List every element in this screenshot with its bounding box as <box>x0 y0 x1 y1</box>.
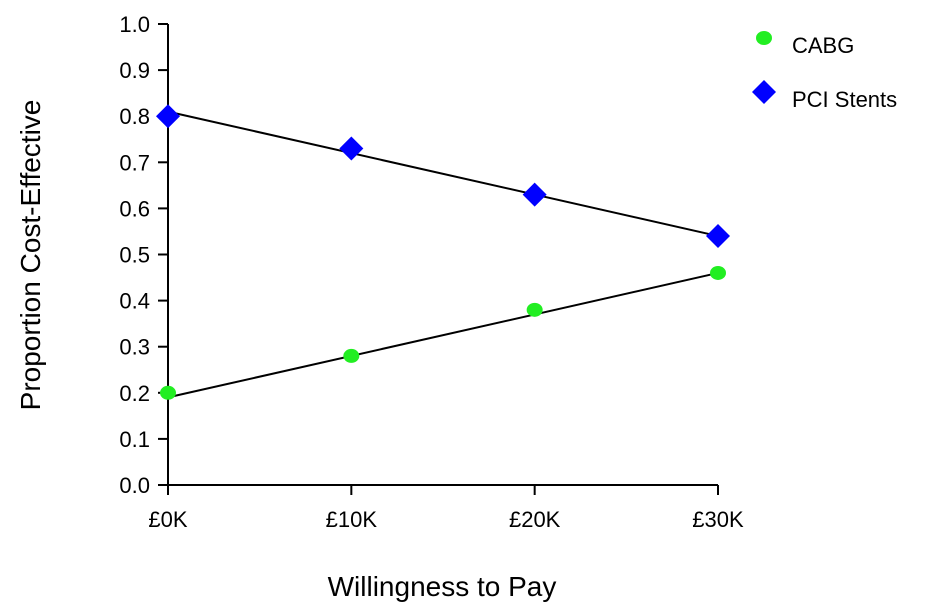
legend: CABG PCI Stents <box>752 31 897 112</box>
y-tick-label: 1.0 <box>119 12 150 37</box>
y-tick-label: 0.5 <box>119 243 150 268</box>
legend-label: PCI Stents <box>792 87 897 112</box>
data-point <box>710 265 726 280</box>
y-tick-label: 0.3 <box>119 335 150 360</box>
data-point <box>522 182 547 207</box>
data-point <box>526 302 543 317</box>
legend-label: CABG <box>792 33 854 58</box>
series-line <box>167 271 719 399</box>
x-tick-label: £20K <box>509 507 561 532</box>
legend-marker <box>756 31 772 45</box>
x-tick-label: £10K <box>326 507 378 532</box>
data-point <box>343 348 360 363</box>
legend-marker <box>752 80 776 104</box>
data-point <box>156 104 180 129</box>
data-point <box>706 224 730 249</box>
axes <box>158 24 718 495</box>
y-axis-title: Proportion Cost-Effective <box>15 100 46 411</box>
data-point <box>339 136 364 161</box>
x-tick-label: £0K <box>148 507 187 532</box>
y-tick-label: 0.8 <box>119 104 150 129</box>
x-tick-label: £30K <box>692 507 744 532</box>
y-tick-label: 0.0 <box>119 473 150 498</box>
y-tick-label: 0.9 <box>119 58 150 83</box>
series-points <box>156 104 730 400</box>
series-line <box>167 110 719 238</box>
x-axis-title: Willingness to Pay <box>328 571 557 602</box>
y-tick-label: 0.2 <box>119 381 150 406</box>
y-tick-label: 0.1 <box>119 427 150 452</box>
y-axis-ticks: 0.0 0.1 0.2 0.3 0.4 0.5 0.6 0.7 0.8 0.9 1.0 <box>119 12 168 498</box>
y-tick-label: 0.6 <box>119 196 150 221</box>
y-tick-label: 0.4 <box>119 289 150 314</box>
data-point <box>160 385 176 400</box>
x-axis-ticks: £0K £10K £20K £30K <box>148 485 744 532</box>
series-lines <box>167 110 719 399</box>
y-tick-label: 0.7 <box>119 150 150 175</box>
